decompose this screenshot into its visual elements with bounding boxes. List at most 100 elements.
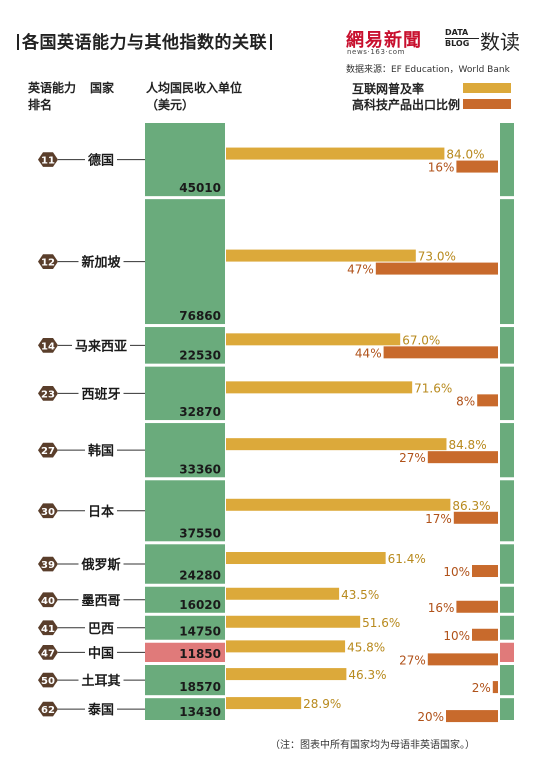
income-strip	[500, 665, 514, 696]
rank-badge-label: 47	[41, 648, 55, 659]
netease-news-logo: 網易新聞	[346, 30, 422, 51]
datablog-logo-line2: BLOG	[445, 38, 479, 49]
income-bar	[145, 665, 225, 696]
income-bar	[145, 199, 225, 325]
internet-value-label: 86.3%	[452, 499, 490, 513]
hightech-value-label: 8%	[456, 394, 475, 408]
hightech-value-label: 10%	[443, 629, 470, 643]
header-income: 人均国民收入单位（美元）	[146, 81, 243, 112]
country-label: 新加坡	[81, 255, 121, 271]
legend-internet-label: 互联网普及率	[352, 82, 425, 96]
income-strip	[500, 698, 514, 720]
rank-badge-label: 30	[41, 507, 55, 518]
income-strip	[500, 586, 514, 613]
country-label-background	[78, 671, 124, 690]
income-value-label: 45010	[179, 181, 221, 195]
rank-badge-label: 27	[41, 446, 55, 457]
legend-hightech-label: 高科技产品出口比例	[352, 98, 461, 112]
internet-bar	[226, 438, 447, 451]
rank-badge	[38, 592, 58, 608]
rank-badge-label: 11	[41, 156, 55, 167]
legend-hightech: 高科技产品出口比例	[352, 96, 511, 113]
country-label: 泰国	[87, 702, 114, 718]
hightech-value-label: 44%	[355, 346, 382, 360]
internet-value-label: 43.5%	[341, 588, 379, 602]
datablog-logo-line1: DATA	[445, 28, 469, 37]
rank-badge	[38, 701, 58, 717]
internet-bar	[226, 147, 445, 160]
footnote: （注：图表中所有国家均为母语非英语国家。）	[270, 740, 475, 751]
country-label: 西班牙	[81, 386, 120, 402]
internet-value-label: 51.6%	[362, 616, 400, 630]
header-country: 国家	[90, 81, 115, 95]
internet-value-label: 28.9%	[303, 697, 341, 711]
rank-badge-label: 39	[41, 560, 55, 571]
legend-hightech-swatch	[463, 99, 511, 109]
rank-badge	[38, 152, 58, 167]
rank-badge	[38, 254, 58, 269]
netease-news-url: news·163·com	[347, 48, 406, 56]
internet-bar	[226, 249, 416, 262]
income-strip	[500, 123, 514, 197]
datablog-logo: DATA BLOG	[445, 28, 479, 49]
legend-internet-swatch	[463, 83, 511, 93]
internet-bar	[226, 697, 302, 710]
income-value-label: 16020	[179, 598, 221, 612]
internet-bar	[226, 668, 347, 681]
income-bar	[145, 615, 225, 640]
hightech-value-label: 17%	[425, 512, 452, 526]
income-bar	[145, 123, 225, 197]
hightech-bar	[472, 565, 498, 578]
internet-value-label: 46.3%	[348, 668, 386, 682]
shudu-logo: 数读	[480, 30, 520, 54]
data-source: 数据来源：EF Education，World Bank	[346, 65, 510, 75]
country-label-background	[78, 252, 124, 271]
internet-value-label: 73.0%	[418, 250, 456, 264]
income-strip	[500, 480, 514, 542]
income-value-label: 24280	[179, 569, 221, 583]
income-bar	[145, 642, 225, 663]
country-label-background	[85, 441, 117, 460]
income-value-label: 33360	[179, 462, 221, 476]
rank-badge-label: 50	[41, 676, 55, 687]
rank-badge-label: 40	[41, 596, 55, 607]
income-bar	[145, 366, 225, 421]
income-value-label: 13430	[179, 705, 221, 719]
country-label: 马来西亚	[75, 338, 127, 354]
hightech-value-label: 10%	[443, 565, 470, 579]
income-strip	[500, 199, 514, 325]
country-label: 墨西哥	[81, 593, 120, 609]
hightech-bar	[456, 600, 498, 613]
country-label: 土耳其	[81, 673, 120, 689]
hightech-value-label: 16%	[428, 601, 455, 615]
internet-bar	[226, 498, 451, 511]
income-value-label: 22530	[179, 349, 221, 363]
country-label: 韩国	[88, 443, 114, 459]
hightech-value-label: 27%	[399, 653, 426, 667]
internet-bar	[226, 333, 401, 346]
rank-badge	[38, 386, 58, 401]
income-bar	[145, 480, 225, 542]
income-bar	[145, 544, 225, 584]
income-value-label: 37550	[179, 526, 221, 540]
chart-title-text: 各国英语能力与其他指数的关联	[22, 33, 267, 53]
rank-badge	[38, 556, 58, 572]
hightech-bar	[456, 160, 498, 173]
income-strip	[500, 366, 514, 421]
country-label-background	[78, 555, 124, 574]
hightech-value-label: 27%	[399, 451, 426, 465]
country-label: 俄罗斯	[80, 557, 120, 573]
country-label: 巴西	[88, 622, 114, 637]
internet-bar	[226, 640, 346, 653]
country-label: 德国	[88, 153, 114, 169]
country-label-background	[85, 643, 117, 662]
hightech-bar	[472, 628, 498, 641]
income-value-label: 14750	[179, 625, 221, 639]
rank-badge-label: 23	[41, 389, 55, 400]
rank-badge	[38, 503, 58, 519]
internet-bar	[226, 552, 386, 565]
income-value-label: 76860	[179, 309, 221, 323]
internet-value-label: 45.8%	[347, 640, 385, 654]
income-bar	[145, 423, 225, 478]
internet-value-label: 67.0%	[402, 333, 440, 347]
